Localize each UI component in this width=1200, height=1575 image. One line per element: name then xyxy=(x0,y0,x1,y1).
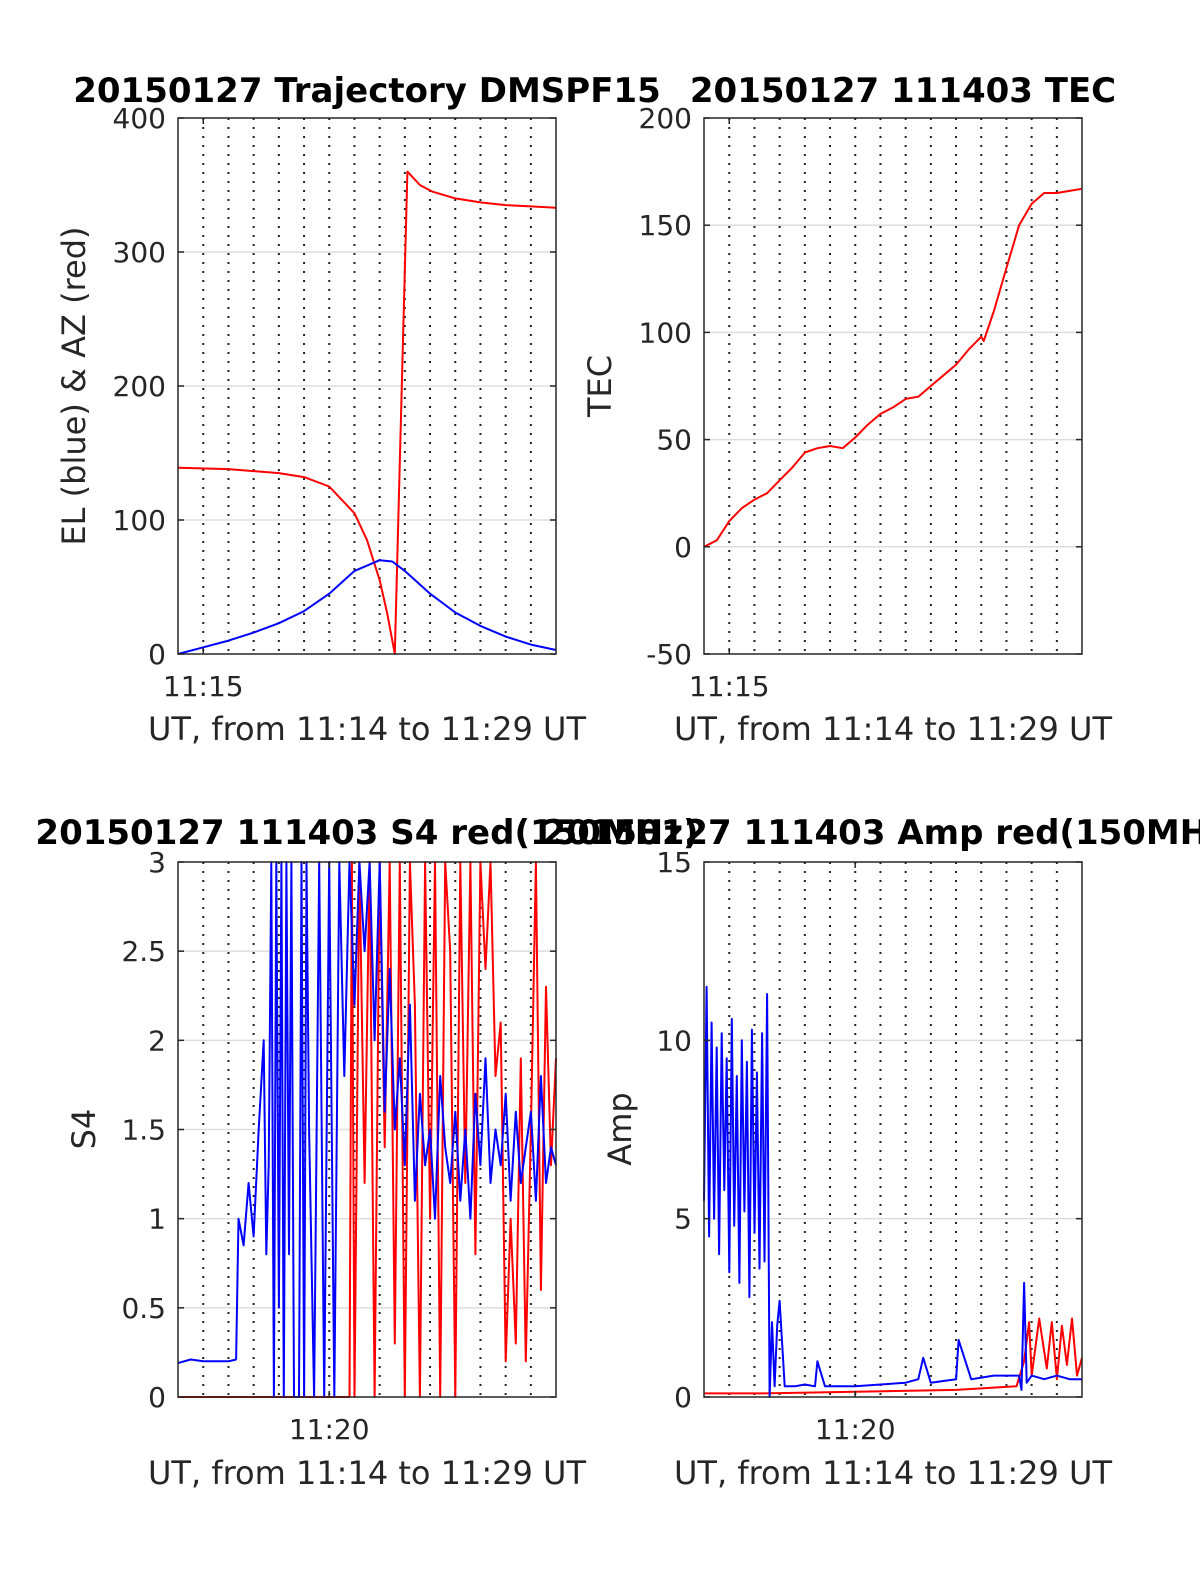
y-tick-label: 5 xyxy=(674,1203,692,1236)
tec-ylabel: TEC xyxy=(581,355,619,418)
y-tick-label: 100 xyxy=(639,316,692,349)
trajectory-ticks: 0 100 200 300 400 11:15 xyxy=(113,102,556,703)
trajectory-grid xyxy=(178,118,556,654)
s4-grid xyxy=(178,862,556,1397)
y-tick-label: 3 xyxy=(148,846,166,879)
x-tick-label: 11:20 xyxy=(815,1413,896,1446)
trajectory-plot-area xyxy=(177,170,557,655)
series-line-blue xyxy=(703,985,1082,1398)
y-tick-label: 10 xyxy=(656,1024,692,1057)
y-tick-label: 150 xyxy=(639,209,692,242)
panel-amp: 20150127 111403 Amp red(150MHz) UT, from… xyxy=(542,813,1200,1492)
x-tick-label: 11:15 xyxy=(163,670,244,703)
amp-xlabel: UT, from 11:14 to 11:29 UT xyxy=(674,1454,1112,1492)
y-tick-label: 1 xyxy=(148,1203,166,1236)
trajectory-ylabel: EL (blue) & AZ (red) xyxy=(55,226,93,545)
y-tick-label: 300 xyxy=(113,236,166,269)
amp-title: 20150127 111403 Amp red(150MHz) xyxy=(542,813,1200,853)
amp-ticks: 0 5 10 15 11:20 xyxy=(656,846,1082,1446)
panel-trajectory: 20150127 Trajectory DMSPF15 UT, from 11:… xyxy=(55,71,661,748)
y-tick-label: 0 xyxy=(674,531,692,564)
y-tick-label: 1.5 xyxy=(121,1114,166,1147)
s4-xlabel: UT, from 11:14 to 11:29 UT xyxy=(148,1454,586,1492)
s4-title: 20150127 111403 S4 red(150MHz) xyxy=(35,813,698,853)
s4-ylabel: S4 xyxy=(65,1109,103,1150)
y-tick-label: 0 xyxy=(674,1381,692,1414)
y-tick-label: 2.5 xyxy=(121,935,166,968)
y-tick-label: 2 xyxy=(148,1024,166,1057)
amp-ylabel: Amp xyxy=(601,1092,639,1165)
y-tick-label: 100 xyxy=(113,504,166,537)
y-tick-label: 0.5 xyxy=(121,1292,166,1325)
tec-ticks: -50 0 50 100 150 200 11:15 xyxy=(639,102,1082,703)
tec-title: 20150127 111403 TEC xyxy=(690,71,1116,111)
panel-tec: 20150127 111403 TEC UT, from 11:14 to 11… xyxy=(581,71,1116,748)
trajectory-title: 20150127 Trajectory DMSPF15 xyxy=(73,71,661,111)
panel-s4: 20150127 111403 S4 red(150MHz) UT, from … xyxy=(35,813,698,1492)
tec-plot-area xyxy=(703,187,1083,548)
tec-grid xyxy=(704,118,1082,654)
series-line-blue xyxy=(177,559,557,655)
y-tick-label: 0 xyxy=(148,1381,166,1414)
x-tick-label: 11:15 xyxy=(689,670,770,703)
tec-axes-frame xyxy=(703,117,1083,655)
x-tick-label: 11:20 xyxy=(289,1413,370,1446)
trajectory-xlabel: UT, from 11:14 to 11:29 UT xyxy=(148,710,586,748)
y-tick-label: 50 xyxy=(656,424,692,457)
series-line-red xyxy=(704,1317,1083,1395)
s4-ticks: 0 0.5 1 1.5 2 2.5 3 11:20 xyxy=(121,846,556,1446)
y-tick-label: 15 xyxy=(656,846,692,879)
series-line-blue xyxy=(177,861,557,1398)
amp-axes-frame xyxy=(703,861,1083,1398)
y-tick-label: 200 xyxy=(113,370,166,403)
y-tick-label: 200 xyxy=(639,102,692,135)
y-tick-label: 0 xyxy=(148,638,166,671)
series-line-red xyxy=(177,170,557,655)
y-tick-label: 400 xyxy=(113,102,166,135)
amp-plot-area xyxy=(703,985,1083,1398)
y-tick-label: -50 xyxy=(646,638,692,671)
series-line-red xyxy=(703,187,1083,548)
tec-xlabel: UT, from 11:14 to 11:29 UT xyxy=(674,710,1112,748)
